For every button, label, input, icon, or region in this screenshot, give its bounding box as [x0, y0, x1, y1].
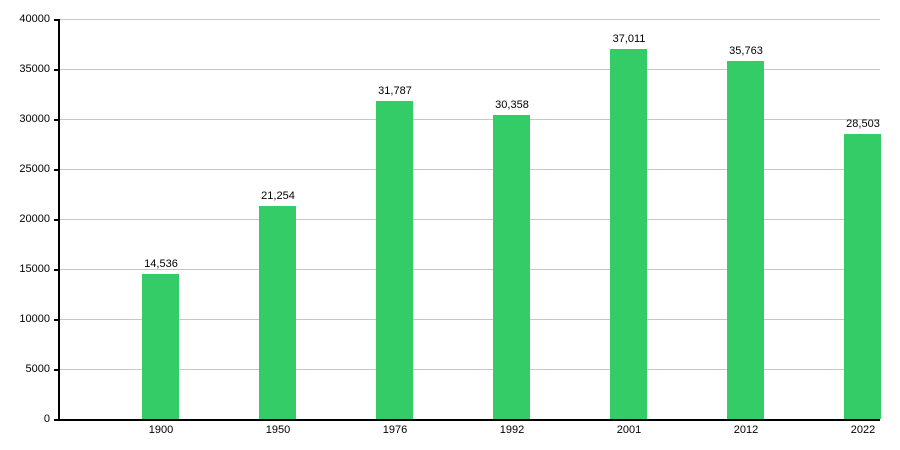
bar: [844, 134, 881, 419]
x-axis-label: 1992: [499, 424, 525, 436]
y-axis-tick: [54, 419, 60, 421]
x-axis-label: 2001: [616, 424, 642, 436]
y-axis-tick: [54, 19, 60, 21]
gridline: [60, 319, 880, 320]
bar: [376, 101, 413, 419]
gridline: [60, 369, 880, 370]
gridline: [60, 219, 880, 220]
bar-value-label: 37,011: [612, 33, 646, 45]
y-axis-tick: [54, 219, 60, 221]
bar: [259, 206, 296, 419]
x-axis-label: 2022: [850, 424, 876, 436]
y-axis-label: 35000: [19, 63, 50, 75]
y-axis-tick: [54, 319, 60, 321]
bar: [493, 115, 530, 419]
y-axis-label: 10000: [19, 313, 50, 325]
bar-value-label: 31,787: [378, 85, 412, 97]
bar: [727, 61, 764, 419]
x-axis-label: 2012: [733, 424, 759, 436]
y-axis-label: 30000: [19, 113, 50, 125]
y-axis-tick: [54, 169, 60, 171]
gridline: [60, 169, 880, 170]
bar-value-label: 28,503: [846, 118, 880, 130]
bar: [142, 274, 179, 419]
bar-value-label: 35,763: [729, 45, 763, 57]
y-axis-label: 15000: [19, 263, 50, 275]
gridline: [60, 69, 880, 70]
gridline: [60, 269, 880, 270]
y-axis-tick: [54, 269, 60, 271]
y-axis-label: 40000: [19, 13, 50, 25]
x-axis-line: [58, 419, 880, 421]
y-axis-label: 5000: [25, 363, 50, 375]
y-axis-label: 0: [43, 413, 50, 425]
gridline: [60, 19, 880, 20]
y-axis-tick: [54, 119, 60, 121]
y-axis-label: 20000: [19, 213, 50, 225]
x-axis-label: 1900: [148, 424, 174, 436]
bar-value-label: 14,536: [144, 258, 178, 270]
gridline: [60, 119, 880, 120]
bar-value-label: 21,254: [261, 190, 295, 202]
y-axis-tick: [54, 69, 60, 71]
bar-value-label: 30,358: [495, 99, 529, 111]
y-axis-tick: [54, 369, 60, 371]
y-axis-line: [58, 19, 60, 421]
bar: [610, 49, 647, 419]
y-axis-label: 25000: [19, 163, 50, 175]
x-axis-label: 1950: [265, 424, 291, 436]
x-axis-label: 1976: [382, 424, 408, 436]
